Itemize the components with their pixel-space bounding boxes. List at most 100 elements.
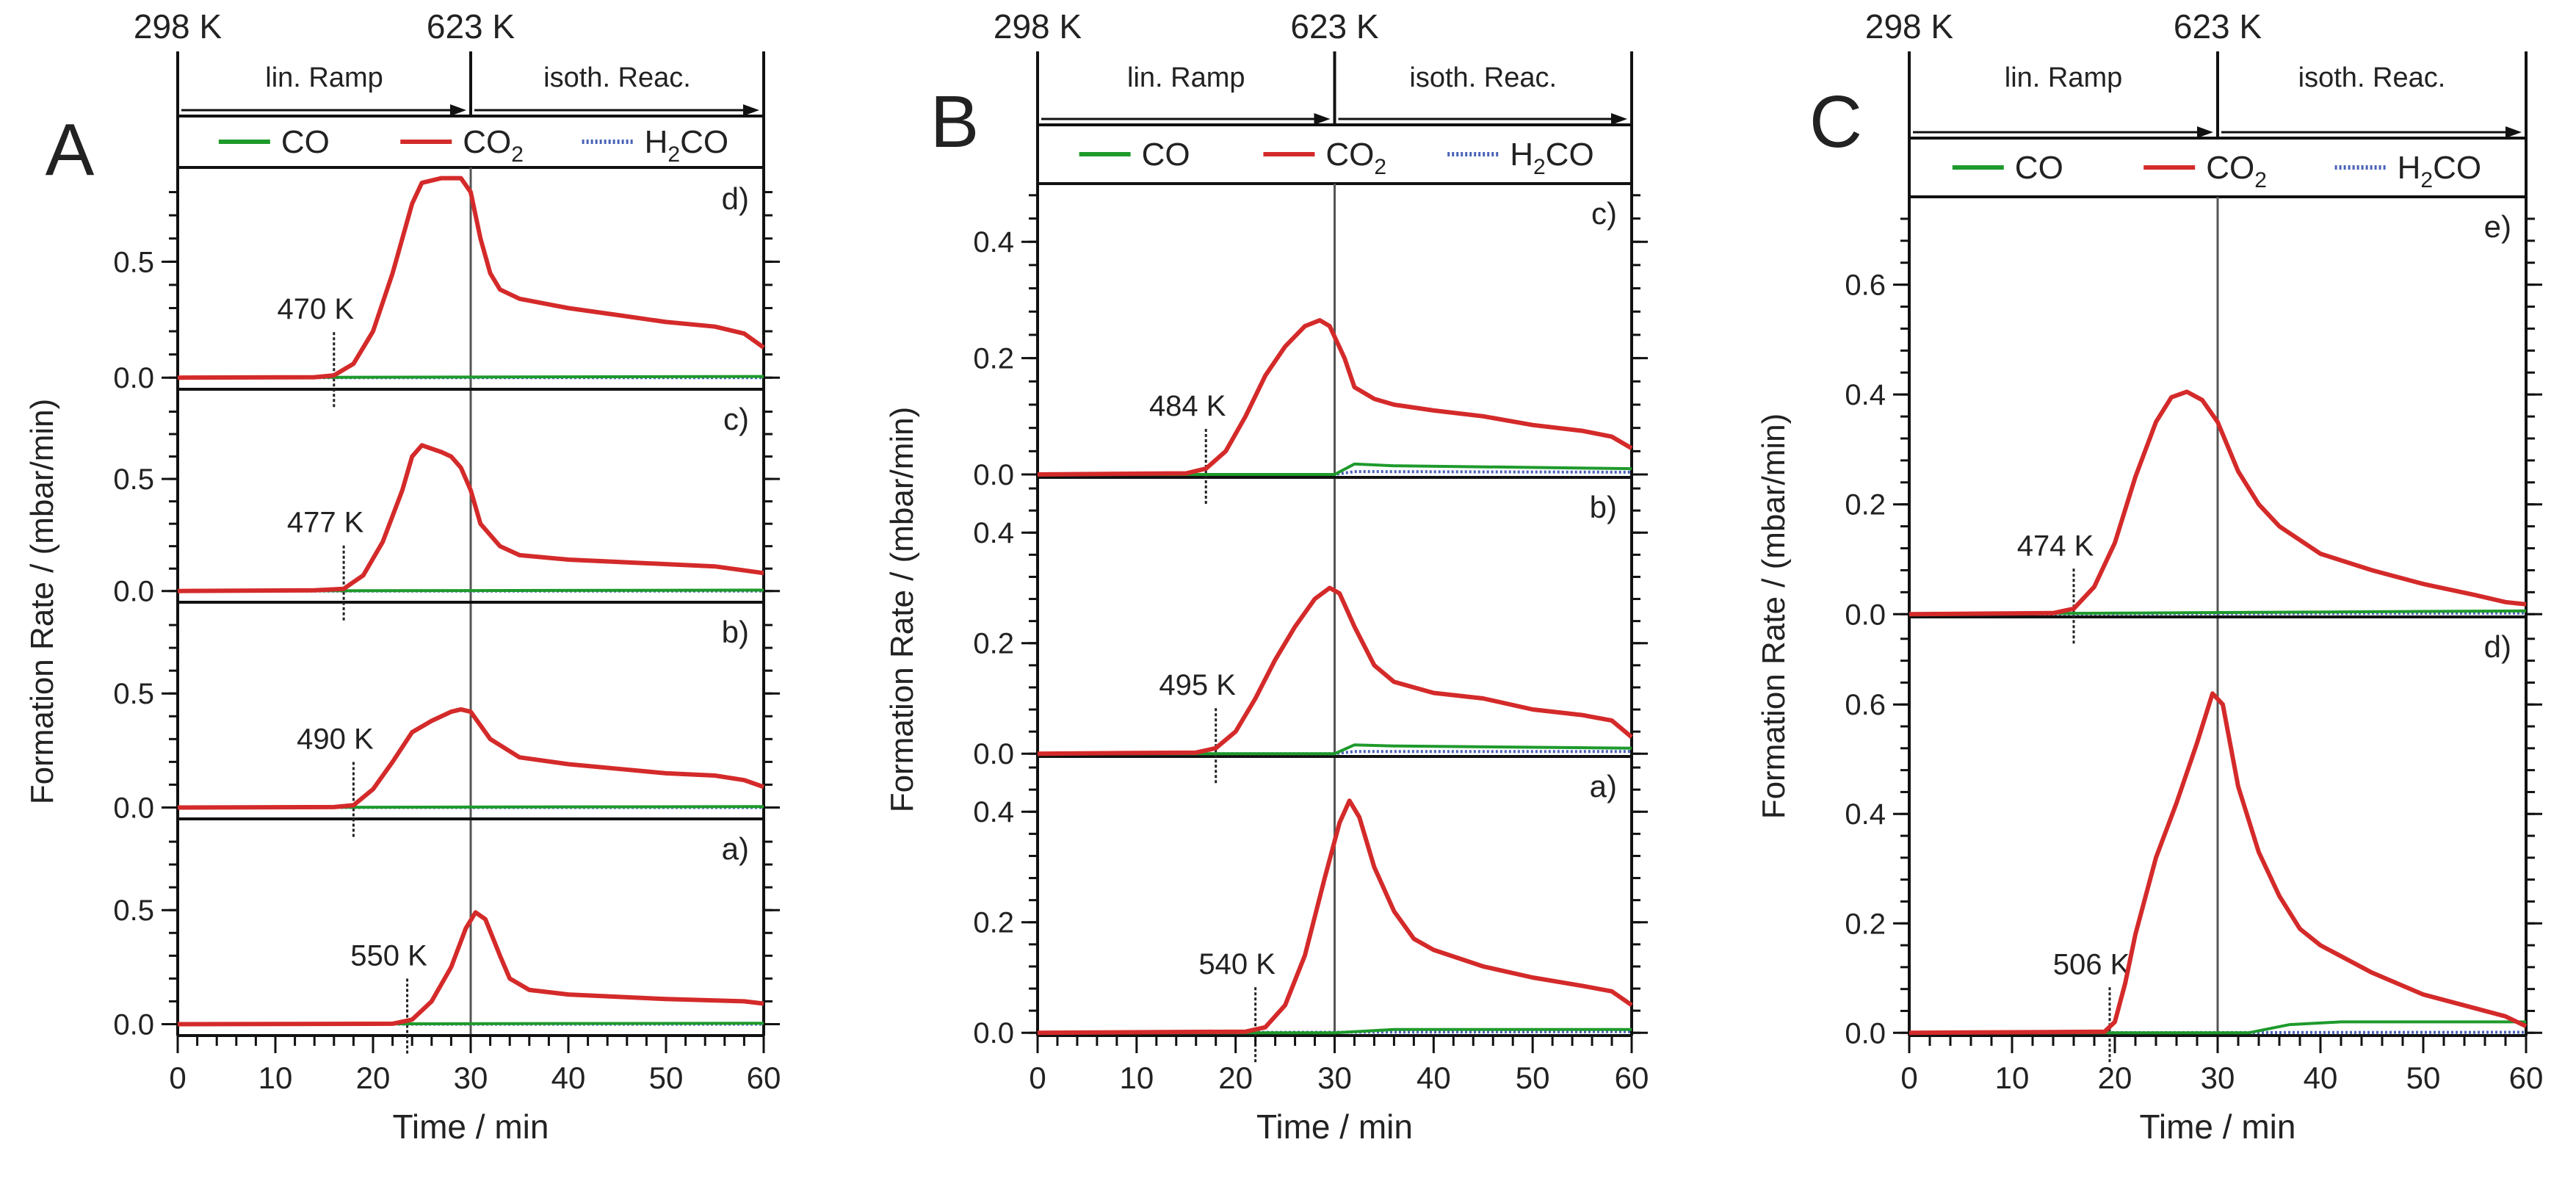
- onset-temperature-label: 470 K: [278, 293, 355, 325]
- x-tick-label: 60: [747, 1061, 781, 1095]
- series-co2-line: [1037, 585, 1633, 756]
- end-temp-label: 623 K: [1290, 7, 1379, 46]
- y-tick-label: 0.0: [1845, 1017, 1886, 1050]
- legend-h2co-pre: H: [1510, 137, 1533, 173]
- series-co2-line: [177, 707, 764, 810]
- y-tick-label: 0.2: [973, 343, 1014, 375]
- y-tick-label: 0.4: [1845, 798, 1886, 831]
- y-tick-label: 0.5: [113, 246, 154, 278]
- y-axis-label: Formation Rate / (mbar/min): [884, 407, 920, 813]
- legend-h2co-label: H2CO: [645, 124, 728, 167]
- legend-co2-base: CO: [463, 124, 511, 160]
- y-tick-label: 0.0: [113, 1008, 154, 1041]
- legend-h2co-sub: 2: [2420, 168, 2433, 192]
- legend-h2co-sub: 2: [667, 142, 680, 167]
- x-tick-label: 10: [1995, 1061, 2030, 1095]
- subplot-a: 0.0 0.5 a) 550 K: [113, 831, 780, 1054]
- legend-h2co-label: H2CO: [1510, 137, 1593, 179]
- x-tick-label: 0: [169, 1061, 186, 1095]
- legend-h2co-post: CO: [680, 124, 728, 160]
- x-tick-label: 60: [2509, 1061, 2544, 1095]
- series-co2-line: [177, 443, 764, 593]
- series-co2-line: [1909, 389, 2527, 617]
- series-co2-line: [177, 176, 765, 380]
- subplot-e: 0.0 0.2 0.4 0.6 e) 474 K: [1845, 209, 2542, 644]
- legend-co-label: CO: [1142, 137, 1190, 173]
- y-tick-label: 0.0: [973, 738, 1014, 770]
- y-tick-label: 0.0: [113, 576, 154, 608]
- series-co-line: [1909, 1020, 2526, 1035]
- x-tick-label: 10: [1119, 1061, 1154, 1095]
- start-temp-label: 298 K: [994, 7, 1082, 46]
- ramp-arrow-head: [1314, 113, 1331, 125]
- x-tick-label: 20: [2098, 1061, 2132, 1095]
- y-tick-label: 0.2: [1845, 489, 1886, 521]
- panel-letter: B: [930, 81, 980, 163]
- legend-h2co-sub: 2: [1533, 155, 1546, 179]
- x-tick-label: 30: [454, 1061, 488, 1095]
- ramp-label: lin. Ramp: [2005, 62, 2123, 93]
- subplot-a: 0.0 0.2 0.4 a) 540 K: [973, 766, 1648, 1063]
- isoth-label: isoth. Reac.: [543, 62, 691, 93]
- y-tick-label: 0.4: [973, 226, 1014, 259]
- subplot-c: 0.0 0.2 0.4 c) 484 K: [973, 194, 1648, 505]
- subplot-label: b): [1590, 490, 1617, 524]
- x-tick-label: 0: [1900, 1061, 1917, 1095]
- y-tick-label: 0.6: [1845, 270, 1886, 302]
- ramp-arrow-head: [450, 104, 466, 116]
- subplot-c: 0.0 0.5 c) 477 K: [113, 402, 780, 621]
- ramp-label: lin. Ramp: [1127, 62, 1245, 93]
- x-tick-label: 50: [2406, 1061, 2441, 1095]
- y-axis-label: Formation Rate / (mbar/min): [1756, 413, 1792, 820]
- x-tick-label: 50: [649, 1061, 684, 1095]
- legend-co-label: CO: [281, 124, 330, 160]
- x-tick-label: 0: [1029, 1061, 1046, 1095]
- x-tick-label: 40: [1417, 1061, 1451, 1095]
- y-tick-label: 0.5: [113, 678, 154, 710]
- onset-temperature-label: 484 K: [1149, 390, 1226, 422]
- x-tick-label: 60: [1615, 1061, 1649, 1095]
- legend-co2-base: CO: [2206, 150, 2254, 186]
- onset-temperature-label: 540 K: [1198, 948, 1276, 980]
- subplot-b: 0.0 0.2 0.4 b) 495 K: [973, 487, 1648, 784]
- y-tick-label: 0.2: [1845, 908, 1886, 940]
- panel-letter: A: [46, 109, 95, 191]
- x-axis-label: Time / min: [2140, 1108, 2296, 1146]
- legend-co2-sub: 2: [2254, 168, 2267, 192]
- series-co-line: [1038, 462, 1632, 476]
- isoth-arrow-head: [2506, 126, 2522, 138]
- onset-temperature-label: 477 K: [287, 507, 364, 539]
- isoth-label: isoth. Reac.: [2298, 62, 2446, 93]
- series-co2-line: [1909, 691, 2528, 1036]
- start-temp-label: 298 K: [134, 7, 222, 46]
- y-tick-label: 0.5: [113, 463, 154, 496]
- isoth-arrow-head: [743, 104, 759, 116]
- y-tick-label: 0.6: [1845, 689, 1886, 721]
- x-axis-label: Time / min: [1256, 1108, 1413, 1146]
- y-axis-label: Formation Rate / (mbar/min): [24, 399, 60, 805]
- y-tick-label: 0.0: [113, 362, 154, 394]
- subplot-d: 0.0 0.2 0.4 0.6 d) 506 K: [1845, 629, 2542, 1063]
- subplot-b: 0.0 0.5 b) 490 K: [113, 615, 780, 837]
- y-tick-label: 0.0: [1845, 599, 1886, 631]
- legend-h2co-post: CO: [1546, 137, 1594, 173]
- y-tick-label: 0.4: [973, 517, 1014, 549]
- y-tick-label: 0.4: [973, 796, 1014, 828]
- isoth-label: isoth. Reac.: [1409, 62, 1557, 93]
- subplot-label: a): [1590, 769, 1617, 803]
- isoth-arrow-head: [1611, 113, 1627, 125]
- legend-co2-label: CO2: [1325, 137, 1386, 179]
- series-co-line: [1038, 743, 1632, 756]
- x-tick-label: 40: [551, 1061, 586, 1095]
- y-tick-label: 0.5: [113, 895, 154, 927]
- onset-temperature-label: 474 K: [2017, 530, 2094, 562]
- end-temp-label: 623 K: [2174, 7, 2262, 46]
- legend-co2-sub: 2: [511, 142, 524, 167]
- legend-co2-label: CO2: [463, 124, 524, 167]
- onset-temperature-label: 495 K: [1159, 669, 1236, 701]
- x-tick-label: 30: [1317, 1061, 1352, 1095]
